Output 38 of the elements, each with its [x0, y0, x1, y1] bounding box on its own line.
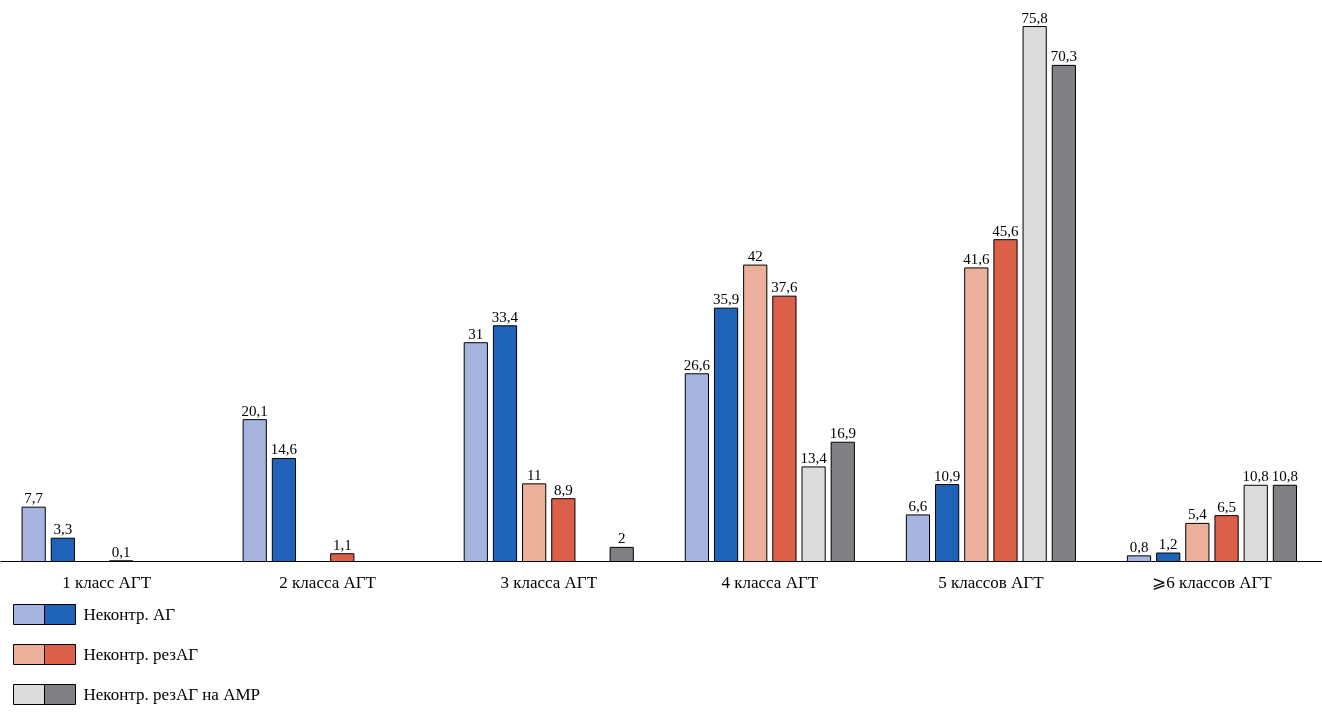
x-tick-label: 5 классов АГТ	[938, 572, 1045, 592]
data-label: 0,1	[111, 543, 131, 560]
data-label: 7,7	[24, 490, 44, 507]
data-label: 45,6	[992, 222, 1020, 239]
data-label: 41,6	[963, 250, 990, 267]
legend-label: Неконтр. резАГ на АМР	[83, 685, 261, 704]
data-label: 33,4	[491, 308, 519, 325]
data-label: 10,8	[1271, 468, 1299, 485]
x-tick-label: 2 класса АГТ	[279, 572, 377, 592]
data-label: 13,4	[800, 449, 828, 466]
data-label: 6,6	[908, 497, 928, 514]
legend-label: Неконтр. резАГ	[83, 645, 199, 664]
data-label: 75,8	[1021, 9, 1048, 26]
data-label: 1,2	[1158, 536, 1178, 553]
data-label: 10,9	[934, 467, 961, 484]
data-label: 70,3	[1050, 48, 1077, 65]
data-label: 3,3	[53, 521, 73, 538]
x-tick-label: 3 класса АГТ	[500, 572, 598, 592]
data-label: 16,9	[829, 425, 856, 442]
data-label: 31	[468, 325, 484, 342]
x-tick-label: ⩾6 классов АГТ	[1152, 572, 1273, 592]
data-label: 35,9	[712, 291, 740, 308]
data-label: 5,4	[1188, 506, 1208, 523]
data-label: 37,6	[771, 279, 799, 296]
data-label: 8,9	[553, 481, 573, 498]
data-label: 20,1	[241, 402, 268, 419]
data-label: 42	[747, 248, 763, 265]
data-label: 1,1	[332, 536, 352, 553]
data-label: 26,6	[683, 356, 711, 373]
data-label: 14,6	[270, 441, 298, 458]
data-label: 10,8	[1242, 468, 1269, 485]
x-tick-label: 1 класс АГТ	[62, 572, 152, 592]
legend-label: Неконтр. АГ	[83, 605, 176, 624]
data-label: 11	[526, 466, 542, 483]
x-tick-label: 4 класса АГТ	[721, 572, 819, 592]
data-label: 0,8	[1129, 538, 1149, 555]
data-label: 6,5	[1217, 498, 1236, 515]
data-label: 2	[617, 530, 626, 547]
